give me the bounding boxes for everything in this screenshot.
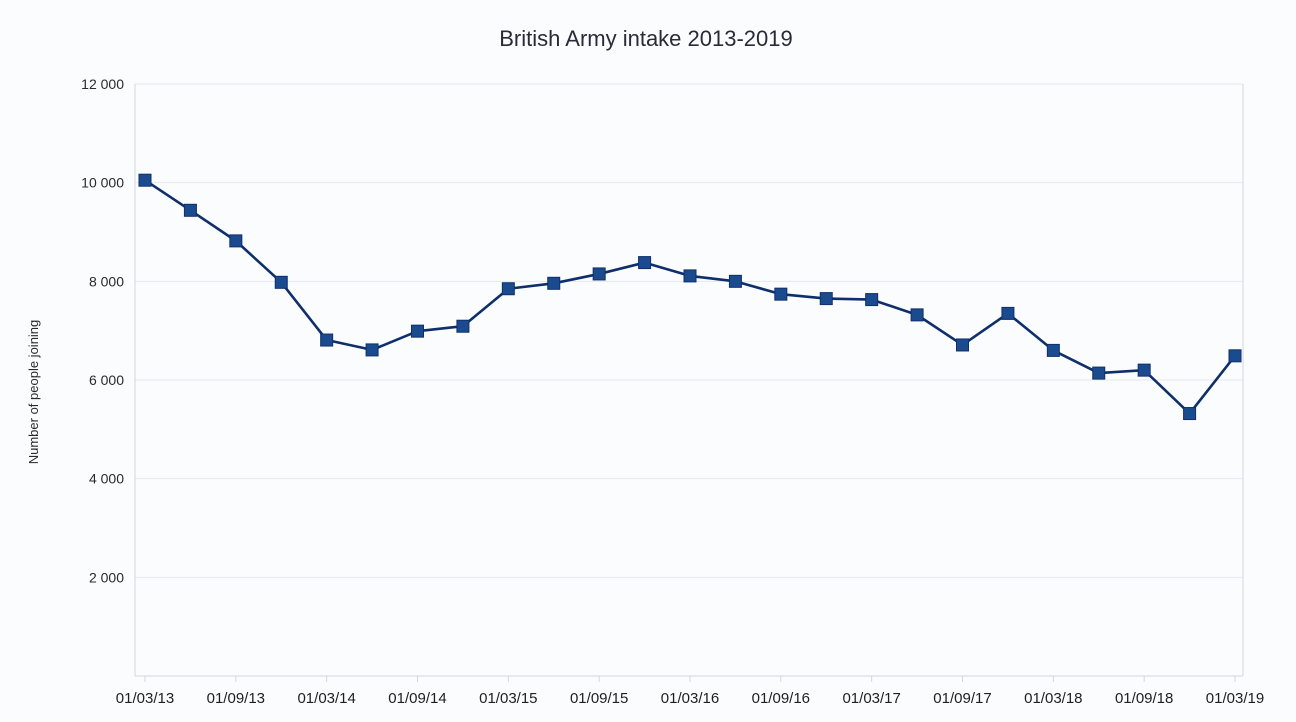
x-tick-label: 01/09/17 [933, 690, 991, 707]
x-tick-label: 01/09/16 [752, 690, 810, 707]
gridlines [135, 83, 1243, 578]
data-point-marker [865, 293, 879, 307]
x-tick-label: 01/09/14 [388, 690, 446, 707]
series-layer [138, 173, 1242, 421]
y-axis-ticks: 2 000 4 000 6 000 8 000 10 000 12 000 [81, 76, 124, 585]
x-tick-label: 01/03/15 [479, 690, 537, 707]
x-tick-label: 01/09/18 [1115, 690, 1173, 707]
data-point-marker [1228, 349, 1242, 363]
data-point-marker [183, 203, 197, 217]
data-point-marker [365, 343, 379, 357]
data-point-marker [229, 234, 243, 248]
data-point-marker [1046, 343, 1060, 357]
series-line [144, 179, 1237, 415]
data-point-marker [683, 269, 697, 283]
x-tick-label: 01/03/18 [1024, 690, 1082, 707]
chart-title: British Army intake 2013-2019 [499, 26, 793, 51]
y-axis-label: Number of people joining [26, 320, 41, 465]
data-point-marker [592, 267, 606, 281]
x-tick-label: 01/09/13 [207, 690, 265, 707]
data-point-marker [411, 324, 424, 338]
data-point-marker [956, 338, 969, 352]
data-point-marker [638, 256, 652, 270]
y-tick-label: 12 000 [81, 76, 124, 92]
data-point-marker [456, 319, 470, 333]
data-point-marker [1001, 306, 1015, 320]
data-point-marker [910, 308, 924, 322]
x-tick-label: 01/03/19 [1206, 690, 1264, 707]
data-point-marker [138, 173, 152, 187]
data-point-marker [320, 333, 334, 347]
x-tick-label: 01/03/16 [661, 690, 719, 707]
y-tick-label: 2 000 [89, 569, 124, 585]
data-point-marker [274, 275, 288, 289]
y-tick-label: 6 000 [89, 372, 124, 388]
data-point-marker [774, 287, 788, 301]
x-tick-label: 01/03/14 [297, 690, 355, 707]
data-point-marker [1137, 363, 1151, 377]
data-point-marker [547, 276, 561, 290]
y-tick-label: 4 000 [89, 471, 124, 487]
x-axis-ticks: 01/03/13 01/09/13 01/03/14 01/09/14 01/03/15… [116, 690, 1264, 707]
axes [134, 84, 1244, 682]
x-tick-label: 01/09/15 [570, 690, 628, 707]
data-point-marker [819, 292, 833, 306]
data-point-marker [1183, 407, 1197, 421]
x-tick-label: 01/03/17 [842, 690, 900, 707]
y-tick-label: 10 000 [81, 175, 124, 191]
data-point-marker [1092, 366, 1106, 380]
data-point-marker [501, 282, 515, 296]
x-tick-label: 01/03/13 [116, 690, 174, 707]
data-point-marker [728, 274, 742, 288]
y-tick-label: 8 000 [89, 273, 124, 289]
